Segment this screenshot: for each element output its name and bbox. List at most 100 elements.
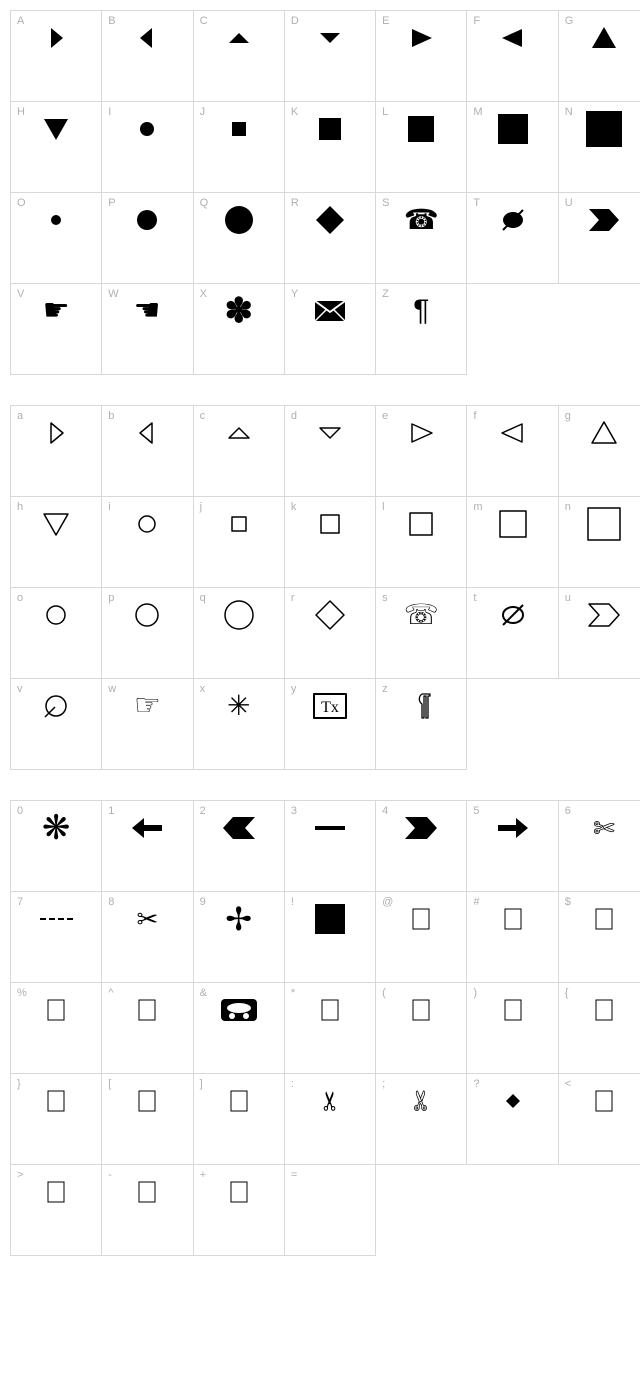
- cell-label: P: [108, 197, 115, 209]
- glyph-arrow-l-fill: [130, 815, 164, 841]
- glyph-grid: ABCDEFGHIJKLMNOPQRS☎TUV☛W☛X✽YZ¶: [10, 10, 640, 375]
- glyph-play-r-out: [406, 418, 436, 448]
- glyph-rect-out: [413, 909, 430, 930]
- cell-label: D: [291, 15, 299, 27]
- glyph-rect-out: [321, 1000, 338, 1021]
- glyph-cell: yTx: [285, 679, 376, 770]
- glyph-tri-l-fill: [132, 23, 162, 53]
- svg-text:Tx: Tx: [321, 699, 339, 716]
- glyph-cell: &: [194, 983, 285, 1074]
- glyph-cell: t: [467, 588, 558, 679]
- cell-label: e: [382, 410, 388, 422]
- glyph-cell: 0❋: [11, 801, 102, 892]
- glyph-rect-out: [230, 1182, 247, 1203]
- cell-label: p: [108, 592, 114, 604]
- glyph-rect-out: [48, 1182, 65, 1203]
- glyph-diamond-fill-sm: [503, 1091, 523, 1111]
- glyph-cell: %: [11, 983, 102, 1074]
- glyph-cell: D: [285, 11, 376, 102]
- glyph-diamond-out: [313, 598, 347, 632]
- glyph-cell: N: [559, 102, 640, 193]
- glyph-cell: S☎: [376, 193, 467, 284]
- glyph-cell: <: [559, 1074, 640, 1165]
- glyph-cell: P: [102, 193, 193, 284]
- glyph-cell: J: [194, 102, 285, 193]
- glyph-cell: m: [467, 497, 558, 588]
- glyph-asterisk-heavy: ✽: [224, 294, 253, 328]
- glyph-cell: [467, 284, 558, 374]
- glyph-cell: o: [11, 588, 102, 679]
- glyph-slash-circle-out: [498, 600, 528, 630]
- glyph-scissors-fill: ✂: [137, 906, 159, 932]
- glyph-cell: E: [376, 11, 467, 102]
- glyph-slash-circle-fill: [498, 205, 528, 235]
- cell-label: 1: [108, 805, 114, 817]
- cell-label: ]: [200, 1078, 203, 1090]
- glyph-cell: [559, 1165, 640, 1255]
- glyph-play-l-out: [498, 418, 528, 448]
- cell-label: w: [108, 683, 116, 695]
- glyph-cell: 1: [102, 801, 193, 892]
- cell-label: J: [200, 106, 206, 118]
- glyph-arrow-r-fill: [496, 815, 530, 841]
- glyph-cell: T: [467, 193, 558, 284]
- glyph-play-r-fill: [406, 23, 436, 53]
- glyph-rect-out: [595, 1091, 612, 1112]
- cell-label: }: [17, 1078, 21, 1090]
- glyph-cell: B: [102, 11, 193, 102]
- glyph-rect-out: [48, 1000, 65, 1021]
- glyph-grid: 0❋123456✄78✂9✢!@#$%^&*(){}[]:✂;✄?<>-+=: [10, 800, 640, 1256]
- glyph-eqtri-d-fill: [41, 114, 71, 144]
- glyph-cell: 9✢: [194, 892, 285, 983]
- glyph-rect-out: [139, 1091, 156, 1112]
- glyph-tri-d-out: [315, 418, 345, 448]
- cell-label: T: [473, 197, 480, 209]
- glyph-eqtri-d-out: [41, 509, 71, 539]
- cell-label: Q: [200, 197, 209, 209]
- cell-label: c: [200, 410, 206, 422]
- glyph-tri-r-out: [41, 418, 71, 448]
- glyph-cell: q: [194, 588, 285, 679]
- cell-label: K: [291, 106, 298, 118]
- cell-label: 7: [17, 896, 23, 908]
- cell-label: X: [200, 288, 207, 300]
- cell-label: l: [382, 501, 384, 513]
- glyph-rect-out: [504, 1000, 521, 1021]
- glyph-cell: s☏: [376, 588, 467, 679]
- cell-label: !: [291, 896, 294, 908]
- glyph-cell: ;✄: [376, 1074, 467, 1165]
- glyph-cell: b: [102, 406, 193, 497]
- cell-label: M: [473, 106, 482, 118]
- glyph-cell: ^: [102, 983, 193, 1074]
- glyph-scissors-up: ✂: [319, 1088, 341, 1114]
- glyph-cell: 4: [376, 801, 467, 892]
- glyph-pilcrow-fill: ¶: [413, 296, 429, 326]
- glyph-eqtri-u-out: [589, 418, 619, 448]
- glyph-chevron-fill: [587, 207, 621, 233]
- glyph-flower: ❋: [42, 811, 71, 845]
- cell-label: G: [565, 15, 574, 27]
- glyph-cell: X✽: [194, 284, 285, 375]
- cell-label: C: [200, 15, 208, 27]
- cell-label: h: [17, 501, 23, 513]
- cell-label: r: [291, 592, 295, 604]
- glyph-cell: K: [285, 102, 376, 193]
- glyph-circle-fill: [219, 200, 259, 240]
- glyph-cell: @: [376, 892, 467, 983]
- glyph-cell: H: [11, 102, 102, 193]
- cell-label: x: [200, 683, 206, 695]
- glyph-rect-out: [595, 909, 612, 930]
- glyph-telephone-box: [219, 997, 259, 1023]
- cell-label: B: [108, 15, 115, 27]
- glyph-cell: U: [559, 193, 640, 284]
- glyph-rect-out: [504, 909, 521, 930]
- cell-label: L: [382, 106, 388, 118]
- glyph-cell: {: [559, 983, 640, 1074]
- cell-label: ^: [108, 987, 113, 999]
- glyph-rect-out: [230, 1091, 247, 1112]
- glyph-chevron-r-fill: [403, 813, 439, 843]
- glyph-tx-box: Tx: [313, 693, 347, 719]
- glyph-cell: w☞: [102, 679, 193, 770]
- glyph-cell: x✳: [194, 679, 285, 770]
- glyph-cell: Q: [194, 193, 285, 284]
